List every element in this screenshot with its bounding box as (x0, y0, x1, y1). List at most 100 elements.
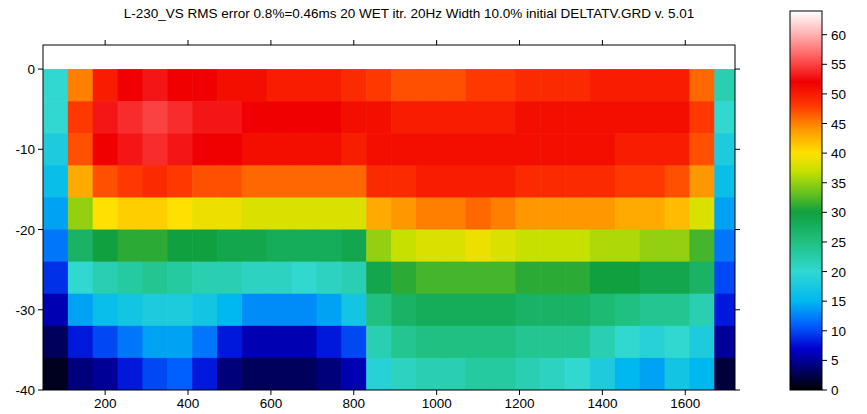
cell (441, 326, 466, 359)
cell (217, 69, 242, 102)
cell (217, 197, 242, 230)
cell (192, 230, 217, 263)
y-tick (38, 229, 43, 230)
cell (118, 294, 143, 327)
cell (242, 230, 267, 263)
colorbar-tick (822, 153, 827, 154)
colorbar-tick-label: 50 (831, 87, 846, 102)
cell (118, 101, 143, 134)
x-tick (188, 390, 189, 395)
cell (142, 101, 167, 134)
cell (689, 165, 714, 198)
cell (316, 262, 341, 295)
x-tick-label: 600 (260, 396, 283, 411)
cells (43, 69, 735, 390)
x-tick-label: 400 (177, 396, 200, 411)
y-tick-label: -10 (15, 142, 35, 157)
cell (491, 230, 516, 263)
cell (292, 69, 317, 102)
cell (416, 358, 441, 390)
cell (540, 358, 565, 390)
cell (242, 133, 267, 166)
cell (142, 133, 167, 166)
cell (242, 294, 267, 327)
cell (590, 101, 615, 134)
cell (217, 101, 242, 134)
cell (714, 230, 735, 263)
cell (167, 262, 192, 295)
cell (640, 262, 665, 295)
cell (615, 326, 640, 359)
cell (68, 294, 93, 327)
cell (565, 358, 590, 390)
cell (118, 69, 143, 102)
cell (118, 358, 143, 390)
y-tick-right (735, 309, 740, 310)
cell (466, 326, 491, 359)
cell (615, 133, 640, 166)
cell (292, 197, 317, 230)
cell (540, 101, 565, 134)
cell (590, 358, 615, 390)
cell (43, 262, 68, 295)
cell (68, 69, 93, 102)
cell (391, 326, 416, 359)
cell (242, 101, 267, 134)
cell (714, 133, 735, 166)
x-tick (270, 390, 271, 395)
cell (640, 326, 665, 359)
cell (590, 294, 615, 327)
cell (640, 358, 665, 390)
cell (68, 165, 93, 198)
cell (391, 358, 416, 390)
colorbar-tick-label: 60 (831, 28, 846, 43)
cell (565, 165, 590, 198)
cell (242, 165, 267, 198)
cell (93, 69, 118, 102)
cell (665, 358, 690, 390)
cell (217, 165, 242, 198)
cell (689, 326, 714, 359)
colorbar-tick-label: 0 (831, 383, 839, 398)
cell (416, 197, 441, 230)
cell (267, 165, 292, 198)
cell (366, 262, 391, 295)
cell (466, 197, 491, 230)
cell (714, 326, 735, 359)
colorbar-tick (822, 182, 827, 183)
cell (640, 101, 665, 134)
cell (43, 133, 68, 166)
cell (491, 165, 516, 198)
cell (714, 197, 735, 230)
cell (590, 197, 615, 230)
cell (192, 101, 217, 134)
colorbar-tick (822, 301, 827, 302)
x-tick-top (519, 40, 520, 45)
cell (441, 358, 466, 390)
colorbar-tick (822, 360, 827, 361)
cell (515, 197, 540, 230)
cell (441, 165, 466, 198)
cell (640, 133, 665, 166)
cell (615, 262, 640, 295)
y-tick-label: -40 (15, 383, 35, 398)
cell (466, 101, 491, 134)
colorbar (790, 11, 822, 390)
cell (68, 133, 93, 166)
cell (292, 326, 317, 359)
cell (267, 326, 292, 359)
cell (441, 262, 466, 295)
cell (167, 358, 192, 390)
colorbar-tick (822, 330, 827, 331)
y-tick (38, 149, 43, 150)
cell (665, 101, 690, 134)
cell (540, 294, 565, 327)
x-tick-top (602, 40, 603, 45)
cell (93, 165, 118, 198)
cell (43, 358, 68, 390)
cell (192, 294, 217, 327)
x-tick-top (105, 40, 106, 45)
cell (316, 69, 341, 102)
cell (491, 101, 516, 134)
cell (540, 262, 565, 295)
